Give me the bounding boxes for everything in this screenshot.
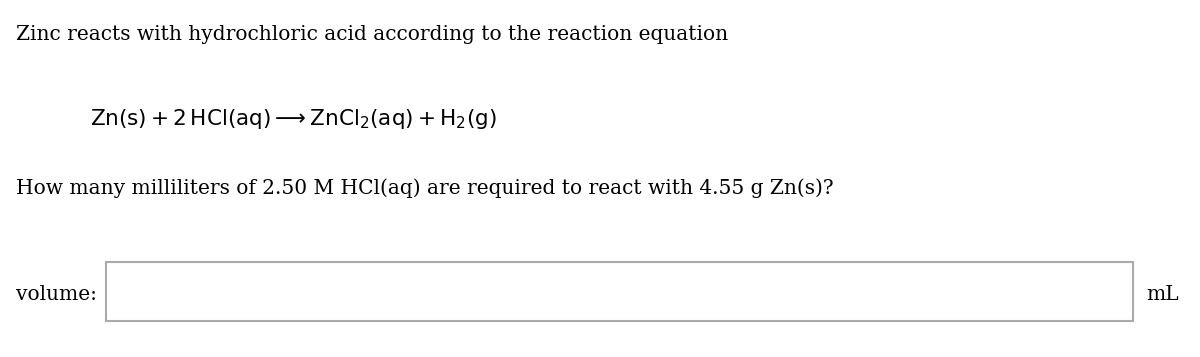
- Text: $\mathsf{Zn(s) + 2\,HCl(aq) \longrightarrow ZnCl_2(aq) + H_2(g)}$: $\mathsf{Zn(s) + 2\,HCl(aq) \longrightar…: [90, 107, 497, 131]
- Text: volume:: volume:: [16, 285, 96, 304]
- FancyBboxPatch shape: [106, 262, 1133, 321]
- Text: mL: mL: [1146, 285, 1178, 304]
- Text: Zinc reacts with hydrochloric acid according to the reaction equation: Zinc reacts with hydrochloric acid accor…: [16, 25, 727, 44]
- Text: How many milliliters of 2.50 M HCl(aq) are required to react with 4.55 g Zn(s)?: How many milliliters of 2.50 M HCl(aq) a…: [16, 178, 833, 198]
